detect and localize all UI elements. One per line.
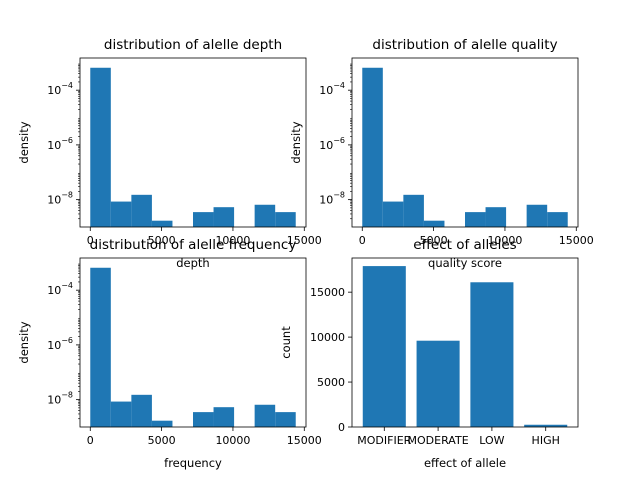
y-tick-label: 10−6 <box>47 336 73 352</box>
histogram-bar <box>90 67 111 228</box>
histogram-bar <box>90 267 111 427</box>
histogram-bar <box>465 212 486 227</box>
y-tick-label: 10−4 <box>47 281 73 297</box>
y-tick-label: 15000 <box>310 286 345 299</box>
histogram-bar <box>254 404 276 427</box>
histogram-bar <box>275 212 296 227</box>
histogram-bar <box>423 220 445 227</box>
x-tick-label: MODERATE <box>408 434 469 447</box>
x-axis-label: depth <box>176 256 209 270</box>
y-axis-label: density <box>289 121 303 163</box>
subplot-1: 0 5000 10000 15000 10−4 10−6 10−8 distribution … <box>17 37 322 270</box>
x-tick-label: 10000 <box>215 234 250 247</box>
histogram-bar <box>362 67 383 228</box>
x-tick-label: HIGH <box>532 434 560 447</box>
chart-title: effect of alleles <box>413 237 516 253</box>
axes-frame <box>351 57 579 228</box>
x-axis-label: quality score <box>428 256 502 270</box>
x-tick-label: 5000 <box>420 234 448 247</box>
category-bar <box>416 340 460 427</box>
y-tick-label: 10−6 <box>319 136 345 152</box>
histogram-bar <box>110 401 132 427</box>
y-tick-label: 10−8 <box>47 391 73 407</box>
x-tick-label: 0 <box>359 234 366 247</box>
histogram-bar <box>131 194 152 227</box>
axes-frame <box>79 57 307 228</box>
category-bar <box>362 266 406 427</box>
histogram-bar <box>193 212 214 227</box>
subplot-2: 0 5000 10000 15000 10−4 10−6 10−8 distribution … <box>289 37 594 270</box>
category-bar <box>524 424 568 427</box>
histogram-bar <box>213 407 235 427</box>
histogram-bar <box>547 212 568 227</box>
y-axis-label: density <box>17 121 31 163</box>
y-tick-label: 10−6 <box>47 136 73 152</box>
chart-title: distribution of alelle quality <box>372 37 557 53</box>
y-tick-label: 10−4 <box>319 81 345 97</box>
x-tick-label: 0 <box>87 234 94 247</box>
histogram-bar <box>526 204 548 227</box>
x-tick-label: 15000 <box>287 434 322 447</box>
y-axis-label: density <box>17 321 31 363</box>
x-tick-label: 5000 <box>148 234 176 247</box>
chart-title: distribution of alelle depth <box>104 37 282 53</box>
x-tick-label: 15000 <box>287 234 322 247</box>
y-tick-label: 10−4 <box>47 81 73 97</box>
histogram-bar <box>110 201 132 227</box>
axes-frame <box>351 257 579 428</box>
x-tick-label: LOW <box>479 434 504 447</box>
histogram-bar <box>151 420 173 427</box>
x-tick-label: 5000 <box>148 434 176 447</box>
chart-title: distribution of alelle frequency <box>90 237 297 253</box>
histogram-bar <box>193 412 214 427</box>
histogram-bar <box>382 201 404 227</box>
x-tick-label: MODIFIER <box>357 434 411 447</box>
x-tick-label: 15000 <box>559 234 594 247</box>
histogram-bar <box>213 207 235 227</box>
y-tick-label: 10−8 <box>47 191 73 207</box>
x-axis-label: frequency <box>164 456 222 470</box>
x-tick-label: 10000 <box>487 234 522 247</box>
axes-frame <box>79 257 307 428</box>
histogram-bar <box>403 194 424 227</box>
y-tick-label: 0 <box>338 421 345 434</box>
x-axis-label: effect of allele <box>424 456 506 470</box>
histogram-bar <box>275 412 296 427</box>
histogram-bar <box>254 204 276 227</box>
x-tick-label: 0 <box>87 434 94 447</box>
histogram-bar <box>131 394 152 427</box>
y-tick-label: 10−8 <box>319 191 345 207</box>
histogram-bar <box>485 207 507 227</box>
histogram-bar <box>151 220 173 227</box>
y-tick-label: 10000 <box>310 331 345 344</box>
category-bar <box>470 282 514 427</box>
subplot-3: 0 5000 10000 15000 10−4 10−6 10−8 distribution … <box>17 237 322 470</box>
y-axis-label: count <box>279 326 293 359</box>
y-tick-label: 5000 <box>317 376 345 389</box>
x-tick-label: 10000 <box>215 434 250 447</box>
